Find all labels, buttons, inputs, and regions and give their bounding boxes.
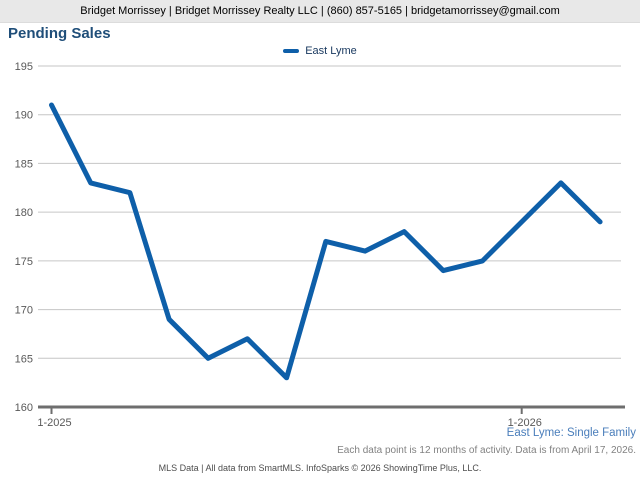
y-axis-tick-label: 195 <box>15 61 33 73</box>
y-axis-tick-label: 165 <box>15 353 33 365</box>
agent-contact-header: Bridget Morrissey | Bridget Morrissey Re… <box>0 0 640 23</box>
y-axis-tick-label: 160 <box>15 402 33 414</box>
data-note: Each data point is 12 months of activity… <box>337 445 636 456</box>
series-line <box>49 102 603 381</box>
y-axis-tick-label: 185 <box>15 158 33 170</box>
y-axis-tick-label: 190 <box>15 110 33 122</box>
chart-legend: East Lyme <box>0 45 640 57</box>
y-axis-tick-label: 175 <box>15 256 33 268</box>
legend-series-label: East Lyme <box>305 45 357 57</box>
mls-attribution: MLS Data | All data from SmartMLS. InfoS… <box>158 463 482 473</box>
legend-line-swatch <box>283 49 300 53</box>
y-axis-tick-label: 170 <box>15 305 33 317</box>
x-axis-tick-label: 1-2026 <box>508 417 542 429</box>
page-title: Pending Sales <box>8 25 111 42</box>
x-axis-tick-label: 1-2025 <box>37 417 71 429</box>
y-axis-tick-label: 180 <box>15 207 33 219</box>
series-scope-label: East Lyme: Single Family <box>506 427 636 439</box>
